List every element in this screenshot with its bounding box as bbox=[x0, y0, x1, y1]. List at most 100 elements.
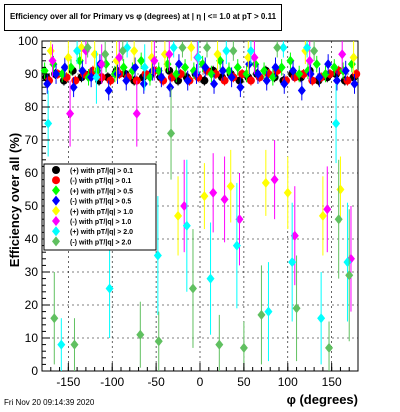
data-point bbox=[101, 49, 110, 60]
data-point bbox=[350, 78, 359, 89]
data-point bbox=[235, 76, 244, 85]
data-point bbox=[270, 174, 279, 185]
data-point bbox=[167, 128, 176, 139]
data-point bbox=[66, 108, 75, 119]
data-point bbox=[48, 55, 57, 66]
data-point bbox=[321, 69, 330, 79]
data-point bbox=[295, 69, 304, 79]
data-point bbox=[332, 75, 341, 86]
data-point bbox=[262, 75, 271, 86]
data-point bbox=[69, 82, 78, 93]
data-point bbox=[70, 339, 79, 350]
legend-label: (-) with pT/|q| > 2.0 bbox=[70, 239, 131, 246]
data-point bbox=[201, 62, 210, 73]
data-point bbox=[250, 52, 259, 63]
data-point bbox=[52, 69, 61, 79]
data-point bbox=[105, 283, 114, 294]
series-7 bbox=[50, 41, 354, 371]
data-point bbox=[257, 309, 266, 320]
data-point bbox=[215, 339, 224, 350]
y-tick-label: 50 bbox=[25, 199, 39, 213]
data-point bbox=[288, 257, 297, 268]
data-point bbox=[206, 273, 215, 284]
data-point bbox=[181, 62, 190, 73]
data-point bbox=[341, 65, 350, 76]
data-point bbox=[119, 62, 128, 73]
data-point bbox=[104, 85, 113, 96]
chart-title: Efficiency over all for Primary vs φ (de… bbox=[9, 12, 277, 21]
data-point bbox=[261, 177, 270, 188]
data-point bbox=[229, 45, 238, 56]
data-point bbox=[207, 69, 216, 79]
data-point bbox=[40, 65, 49, 76]
data-point bbox=[78, 65, 87, 76]
data-point bbox=[297, 85, 306, 96]
data-point bbox=[279, 42, 288, 53]
data-point bbox=[71, 76, 80, 85]
data-point bbox=[332, 118, 341, 129]
data-point bbox=[324, 59, 333, 70]
x-axis-label: φ (degrees) bbox=[287, 392, 358, 407]
data-point bbox=[87, 72, 96, 83]
legend-marker bbox=[52, 166, 60, 174]
data-point bbox=[83, 42, 92, 53]
data-point bbox=[290, 230, 299, 241]
data-point bbox=[73, 45, 82, 56]
legend-marker bbox=[52, 185, 60, 196]
series-6 bbox=[44, 41, 352, 371]
data-point bbox=[232, 240, 241, 251]
data-point bbox=[317, 313, 326, 324]
x-tick-label: -100 bbox=[100, 375, 124, 389]
x-tick-label: 100 bbox=[278, 375, 298, 389]
data-point bbox=[44, 118, 53, 129]
data-point bbox=[310, 45, 319, 56]
y-tick-label: 40 bbox=[25, 232, 39, 246]
data-point bbox=[137, 55, 146, 66]
data-point bbox=[251, 59, 260, 70]
data-point bbox=[150, 55, 159, 66]
legend-label: (-) with pT/|q| > 0.5 bbox=[70, 199, 131, 206]
data-point bbox=[312, 59, 321, 70]
legend-label: (+) with pT/|q| > 0.5 bbox=[70, 188, 133, 195]
x-tick-label: -50 bbox=[147, 375, 165, 389]
data-point bbox=[213, 49, 222, 60]
data-point bbox=[277, 62, 286, 73]
y-axis-label: Efficiency over all (%) bbox=[7, 133, 22, 267]
data-point bbox=[286, 55, 295, 66]
data-point bbox=[233, 62, 242, 73]
data-point bbox=[283, 187, 292, 198]
legend-label: (-) with pT/|q| > 0.1 bbox=[70, 178, 131, 185]
data-point bbox=[188, 283, 197, 294]
data-point bbox=[271, 62, 280, 73]
series-3 bbox=[43, 54, 359, 101]
data-point bbox=[306, 69, 315, 79]
y-tick-label: 30 bbox=[25, 265, 39, 279]
y-tick-label: 60 bbox=[25, 166, 39, 180]
y-tick-label: 90 bbox=[25, 67, 39, 81]
legend-marker bbox=[52, 195, 60, 206]
data-point bbox=[264, 306, 273, 317]
series-5 bbox=[48, 41, 355, 312]
data-point bbox=[303, 42, 312, 53]
y-tick-label: 0 bbox=[31, 364, 38, 378]
data-point bbox=[220, 76, 229, 85]
data-point bbox=[305, 55, 314, 66]
data-point bbox=[180, 201, 189, 211]
data-point bbox=[92, 72, 101, 83]
data-point bbox=[106, 76, 115, 85]
y-tick-label: 70 bbox=[25, 133, 39, 147]
x-tick-label: 0 bbox=[197, 375, 204, 389]
data-point bbox=[280, 78, 289, 89]
data-point bbox=[130, 45, 139, 56]
data-point bbox=[345, 270, 354, 281]
data-point bbox=[239, 342, 248, 353]
data-point bbox=[246, 76, 255, 85]
data-point bbox=[349, 52, 358, 63]
data-point bbox=[64, 52, 73, 63]
data-point bbox=[139, 78, 148, 89]
data-point bbox=[253, 69, 262, 79]
data-point bbox=[338, 49, 347, 60]
data-point bbox=[165, 49, 174, 60]
data-point bbox=[118, 45, 127, 56]
